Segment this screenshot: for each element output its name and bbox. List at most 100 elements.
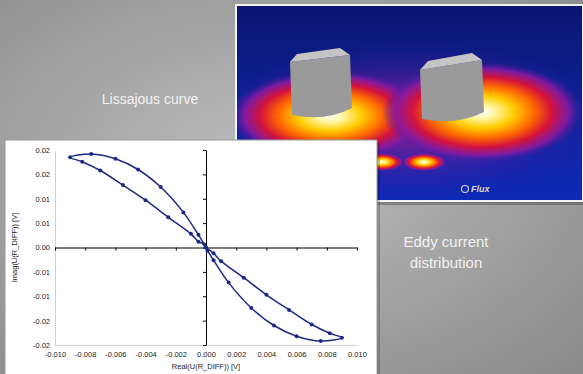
- tick-label: 0.010: [348, 350, 367, 359]
- tick: 0.00: [35, 243, 55, 252]
- tick-label: -0.004: [135, 350, 156, 359]
- tick: [236, 248, 237, 251]
- plot-area: [68, 152, 344, 343]
- tick-mark: [203, 345, 206, 346]
- tick-label: -0.01: [33, 268, 50, 277]
- point: [212, 258, 216, 262]
- point: [98, 168, 102, 172]
- point: [272, 324, 276, 328]
- point: [264, 293, 268, 297]
- coil-front: [290, 55, 352, 117]
- tick-mark: [55, 248, 56, 251]
- point: [204, 246, 208, 250]
- point: [136, 168, 140, 172]
- point: [80, 160, 84, 164]
- tick: 0.01: [35, 195, 55, 204]
- coil-top: [290, 48, 350, 62]
- tick-mark: [266, 248, 267, 251]
- point: [219, 259, 223, 263]
- tick-label: 0.004: [258, 350, 277, 359]
- tick-mark: [146, 248, 147, 251]
- tick: [55, 248, 56, 251]
- tick-label: -0.006: [105, 350, 126, 359]
- tick-label: 0.02: [35, 146, 50, 155]
- tick: [203, 150, 206, 151]
- tick-label: -0.010: [45, 350, 66, 359]
- tick: -0.002: [166, 345, 187, 359]
- x-axis-title: Real(U(R_DIFF)) [V]: [172, 362, 240, 371]
- tick-mark: [203, 199, 206, 200]
- tick-mark: [176, 248, 177, 251]
- tick: 0.004: [258, 345, 277, 359]
- chart-box: [5, 140, 377, 374]
- tick-label: 0.008: [318, 350, 337, 359]
- point: [310, 323, 314, 327]
- tick: -0.004: [135, 345, 156, 359]
- tick-mark: [85, 248, 86, 251]
- point: [287, 308, 291, 312]
- tick-mark: [297, 248, 298, 251]
- hot-spot: [402, 153, 446, 171]
- tick: -0.01: [33, 292, 55, 301]
- point: [166, 215, 170, 219]
- point: [196, 233, 200, 237]
- point: [319, 339, 323, 343]
- tick: [146, 248, 147, 251]
- logo: Flux: [471, 184, 490, 194]
- tick-label: 0.002: [227, 350, 246, 359]
- tick-mark: [203, 321, 206, 322]
- tick: [266, 248, 267, 251]
- point: [181, 210, 185, 214]
- tick-mark: [203, 272, 206, 273]
- point: [212, 251, 216, 255]
- tick-label: 0.01: [35, 195, 50, 204]
- tick: -0.02: [33, 317, 55, 326]
- tick: -0.01: [33, 268, 55, 277]
- tick: [85, 248, 86, 251]
- tick: [297, 248, 298, 251]
- coil-front: [420, 60, 484, 121]
- tick: 0.002: [227, 345, 246, 359]
- tick: [203, 296, 206, 297]
- tick-label: -0.002: [166, 350, 187, 359]
- point: [295, 334, 299, 338]
- point: [242, 276, 246, 280]
- point: [340, 336, 344, 340]
- tick: [203, 199, 206, 200]
- tick-mark: [115, 248, 116, 251]
- tick: [327, 248, 328, 251]
- tick: 0.02: [35, 170, 55, 179]
- tick: -0.006: [105, 345, 126, 359]
- tick-mark: [203, 223, 206, 224]
- tick-label: 0.01: [35, 219, 50, 228]
- point: [328, 331, 332, 335]
- x-axis: -0.010-0.008-0.006-0.004-0.0020.0000.002…: [45, 345, 367, 359]
- tick: 0.000: [197, 345, 216, 359]
- tick-label: 0.02: [35, 170, 50, 179]
- page: FluxLissajous curveEddy currentdistribut…: [0, 0, 583, 374]
- tick: [203, 223, 206, 224]
- point: [68, 155, 72, 159]
- tick-mark: [203, 296, 206, 297]
- tick: 0.008: [318, 345, 337, 359]
- caption: Lissajous curve: [102, 91, 199, 107]
- point: [121, 183, 125, 187]
- tick-mark: [236, 248, 237, 251]
- point: [113, 157, 117, 161]
- tick-label: -0.02: [33, 341, 50, 350]
- point: [189, 232, 193, 236]
- tick-label: 0.006: [288, 350, 307, 359]
- point: [227, 281, 231, 285]
- tick-mark: [203, 174, 206, 175]
- y-axis-title: Imag(U(R_DIFF)) [V]: [10, 213, 19, 283]
- tick-label: 0.00: [35, 243, 50, 252]
- tick: 0.02: [35, 146, 55, 155]
- point: [159, 185, 163, 189]
- tick-label: -0.02: [33, 317, 50, 326]
- tick: -0.02: [33, 341, 55, 350]
- point: [196, 240, 200, 244]
- tick-label: 0.000: [197, 350, 216, 359]
- axis-line: [55, 151, 56, 346]
- tick: [203, 345, 206, 346]
- coil-top: [420, 53, 482, 70]
